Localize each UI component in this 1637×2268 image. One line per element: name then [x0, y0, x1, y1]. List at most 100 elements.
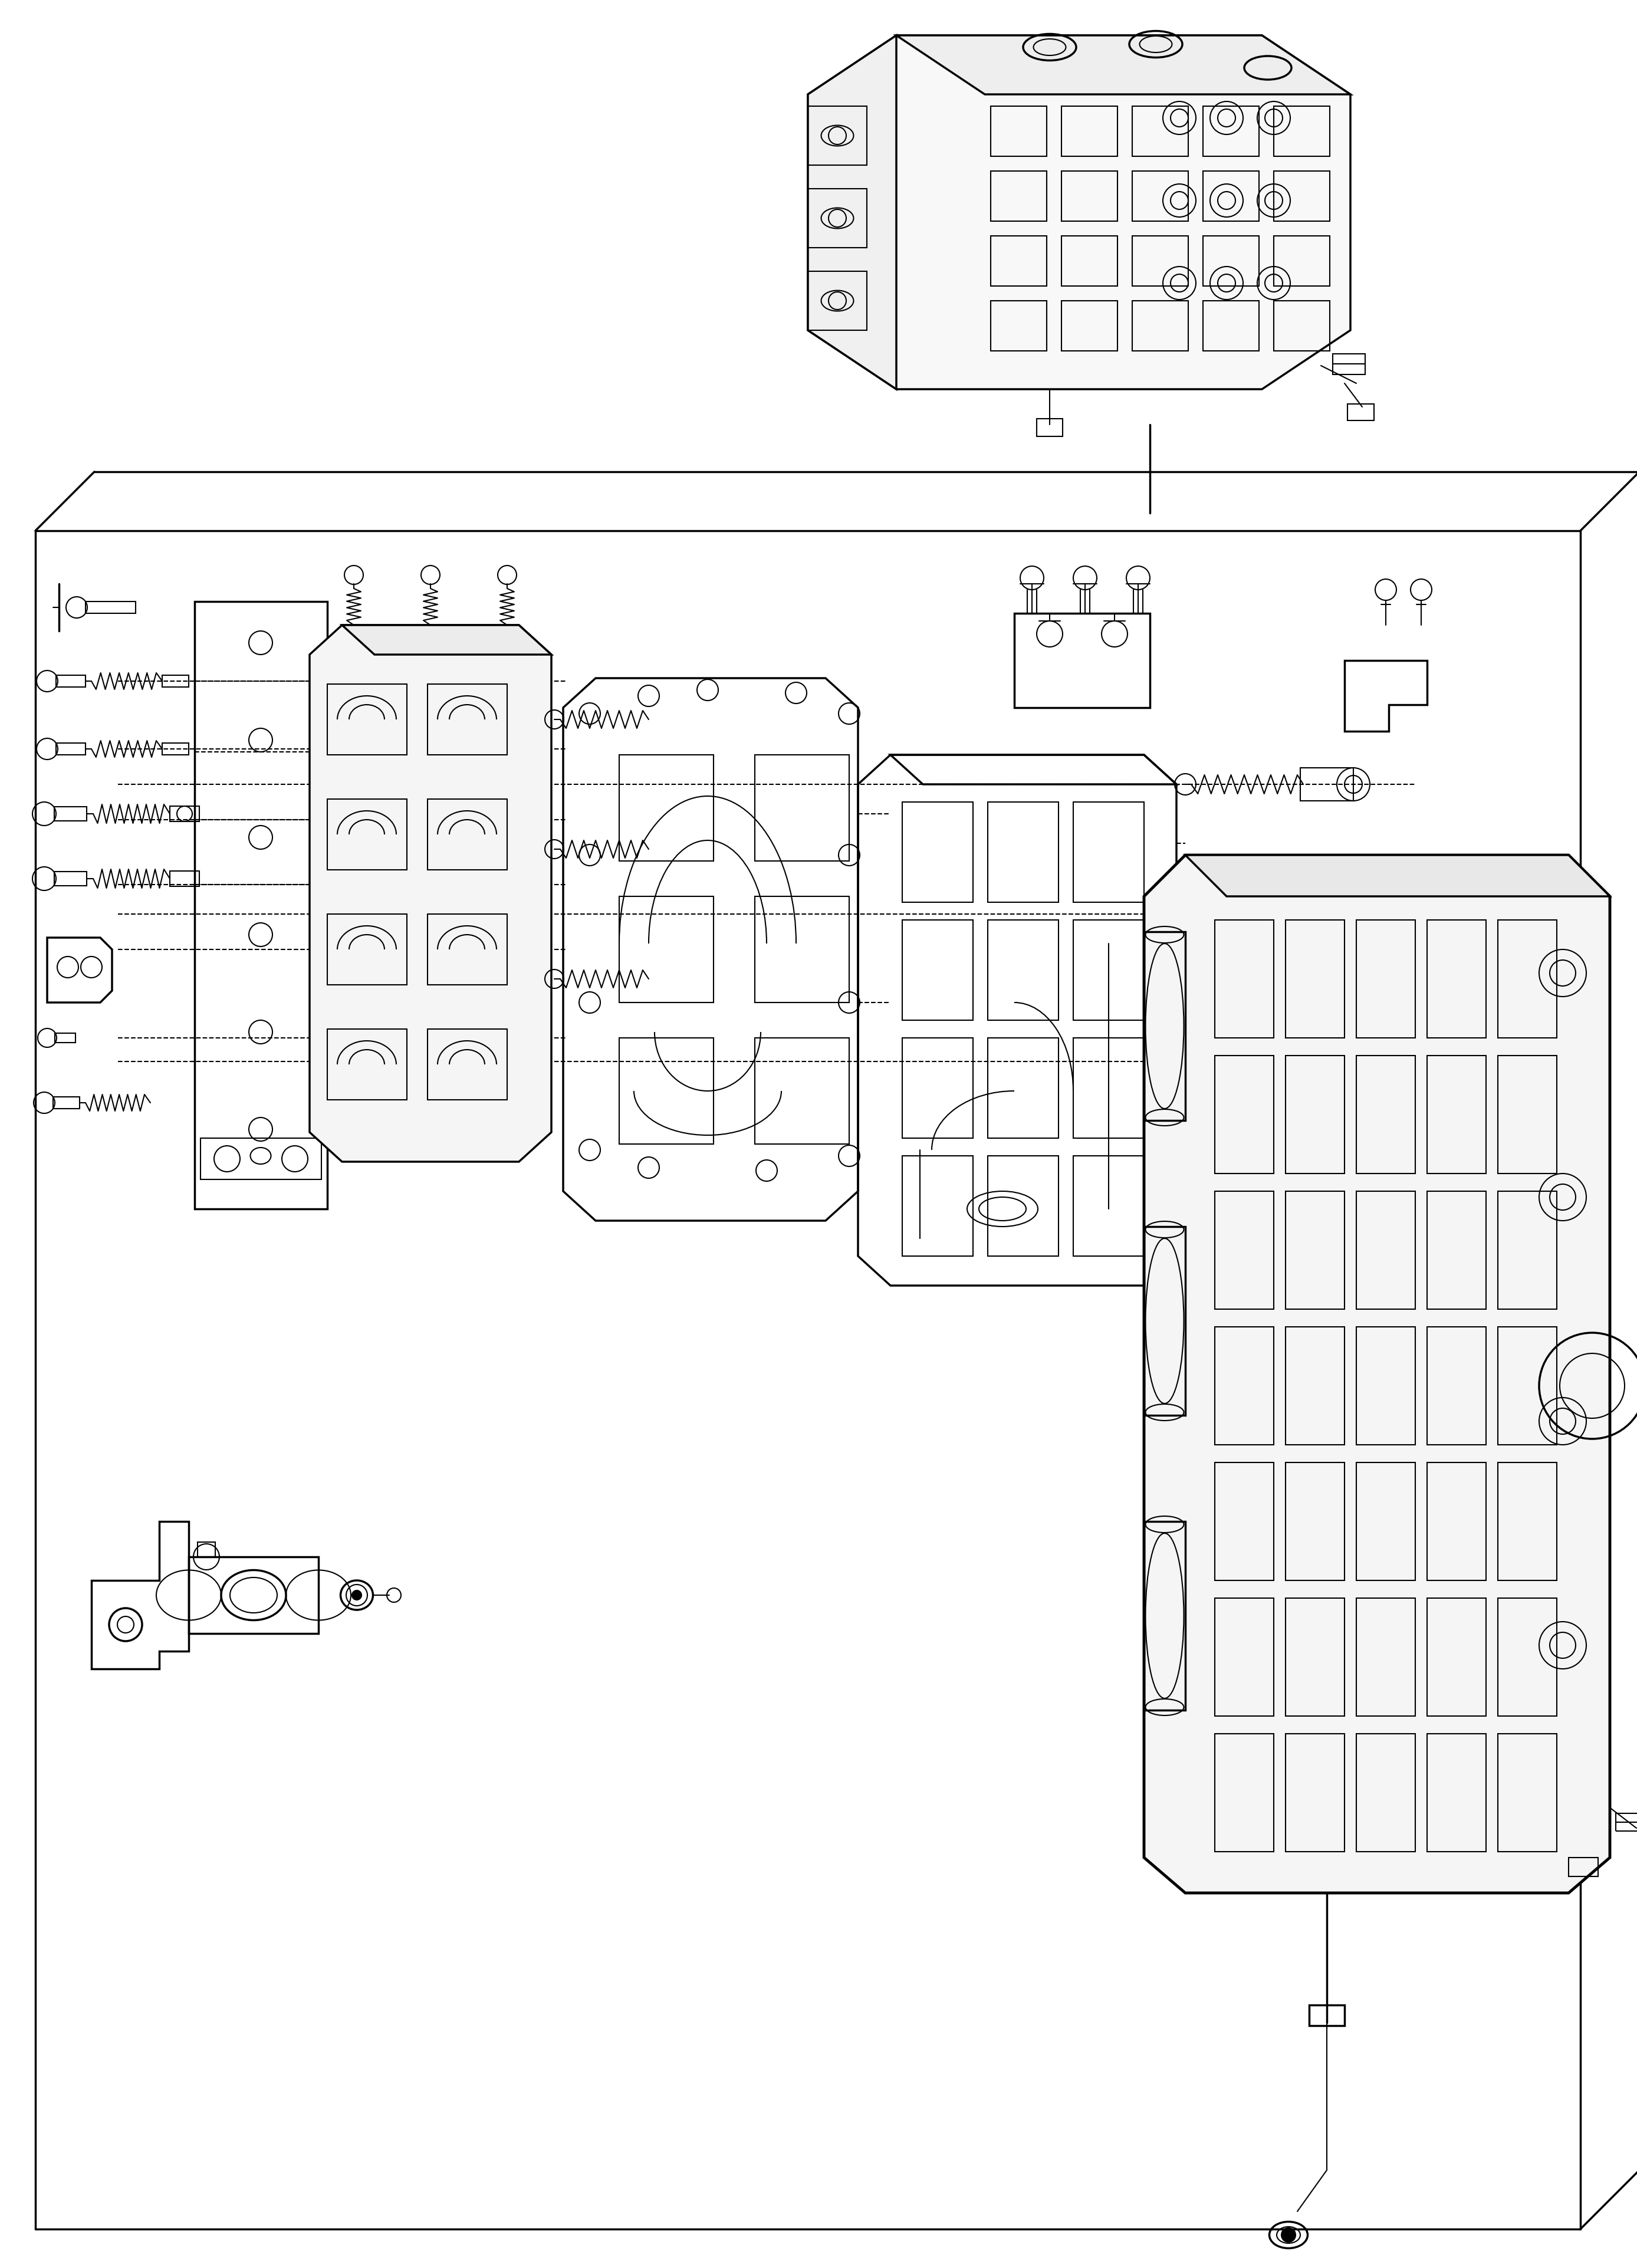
- Bar: [902, 921, 972, 1021]
- Bar: [1285, 921, 1344, 1039]
- Bar: [1427, 1463, 1486, 1581]
- Bar: [1285, 1463, 1344, 1581]
- Bar: [1074, 803, 1144, 903]
- Polygon shape: [1185, 855, 1609, 896]
- Bar: [327, 1030, 408, 1100]
- Bar: [1203, 170, 1259, 222]
- Bar: [1285, 1599, 1344, 1717]
- Bar: [56, 1034, 75, 1043]
- Bar: [1568, 1857, 1598, 1876]
- Bar: [1310, 2005, 1344, 2025]
- Bar: [755, 1039, 850, 1143]
- Bar: [1427, 921, 1486, 1039]
- Bar: [52, 1098, 80, 1109]
- Bar: [427, 914, 507, 984]
- Bar: [987, 1157, 1059, 1256]
- Bar: [990, 236, 1046, 286]
- Bar: [85, 601, 136, 612]
- Bar: [1357, 1599, 1416, 1717]
- Bar: [1133, 170, 1188, 222]
- Bar: [1133, 107, 1188, 156]
- Bar: [1215, 1733, 1274, 1851]
- Bar: [327, 914, 408, 984]
- Bar: [1357, 921, 1416, 1039]
- Bar: [56, 676, 85, 687]
- Bar: [1300, 769, 1354, 801]
- Bar: [619, 1039, 714, 1143]
- Bar: [162, 744, 188, 755]
- Bar: [56, 744, 85, 755]
- Polygon shape: [1144, 855, 1609, 1894]
- Bar: [987, 921, 1059, 1021]
- Bar: [1203, 302, 1259, 352]
- Bar: [1498, 921, 1557, 1039]
- Bar: [1074, 921, 1144, 1021]
- Bar: [170, 871, 200, 887]
- Bar: [1203, 107, 1259, 156]
- Bar: [427, 685, 507, 755]
- Bar: [1274, 236, 1329, 286]
- Bar: [1074, 1157, 1144, 1256]
- Bar: [1215, 1191, 1274, 1309]
- Bar: [1203, 236, 1259, 286]
- Bar: [990, 302, 1046, 352]
- Bar: [1133, 302, 1188, 352]
- Bar: [1074, 1039, 1144, 1139]
- Bar: [1061, 236, 1118, 286]
- Bar: [1498, 1191, 1557, 1309]
- Polygon shape: [809, 36, 897, 390]
- Bar: [987, 803, 1059, 903]
- Bar: [1427, 1055, 1486, 1173]
- Bar: [1215, 1599, 1274, 1717]
- Bar: [170, 805, 200, 821]
- Bar: [427, 798, 507, 871]
- Bar: [1061, 302, 1118, 352]
- Bar: [1274, 170, 1329, 222]
- Bar: [990, 107, 1046, 156]
- Circle shape: [352, 1590, 362, 1599]
- Bar: [1498, 1327, 1557, 1445]
- Bar: [1285, 1191, 1344, 1309]
- Bar: [1333, 354, 1365, 374]
- Bar: [1357, 1055, 1416, 1173]
- Bar: [755, 755, 850, 862]
- Bar: [427, 1030, 507, 1100]
- Bar: [1015, 612, 1149, 708]
- Bar: [619, 896, 714, 1002]
- Bar: [1285, 1055, 1344, 1173]
- Bar: [1357, 1463, 1416, 1581]
- Bar: [902, 1157, 972, 1256]
- Bar: [619, 755, 714, 862]
- Circle shape: [1282, 2227, 1295, 2243]
- Bar: [1498, 1599, 1557, 1717]
- Bar: [1285, 1733, 1344, 1851]
- Bar: [1215, 1463, 1274, 1581]
- Bar: [1215, 1327, 1274, 1445]
- Bar: [1285, 1327, 1344, 1445]
- Polygon shape: [809, 36, 1351, 390]
- Bar: [1036, 420, 1062, 435]
- Bar: [755, 896, 850, 1002]
- Bar: [1061, 170, 1118, 222]
- Bar: [1215, 921, 1274, 1039]
- Bar: [1300, 932, 1354, 966]
- Bar: [1498, 1055, 1557, 1173]
- Bar: [1133, 236, 1188, 286]
- Bar: [1357, 1191, 1416, 1309]
- Bar: [902, 1039, 972, 1139]
- Bar: [1427, 1191, 1486, 1309]
- Bar: [198, 1542, 214, 1556]
- Bar: [162, 676, 188, 687]
- Bar: [327, 798, 408, 871]
- Bar: [987, 1039, 1059, 1139]
- Bar: [990, 170, 1046, 222]
- Bar: [1357, 1733, 1416, 1851]
- Bar: [1215, 1055, 1274, 1173]
- Bar: [1498, 1733, 1557, 1851]
- Bar: [1616, 1814, 1637, 1830]
- Bar: [1427, 1733, 1486, 1851]
- Bar: [54, 871, 87, 887]
- Polygon shape: [309, 626, 552, 1161]
- Bar: [1427, 1327, 1486, 1445]
- Bar: [1274, 302, 1329, 352]
